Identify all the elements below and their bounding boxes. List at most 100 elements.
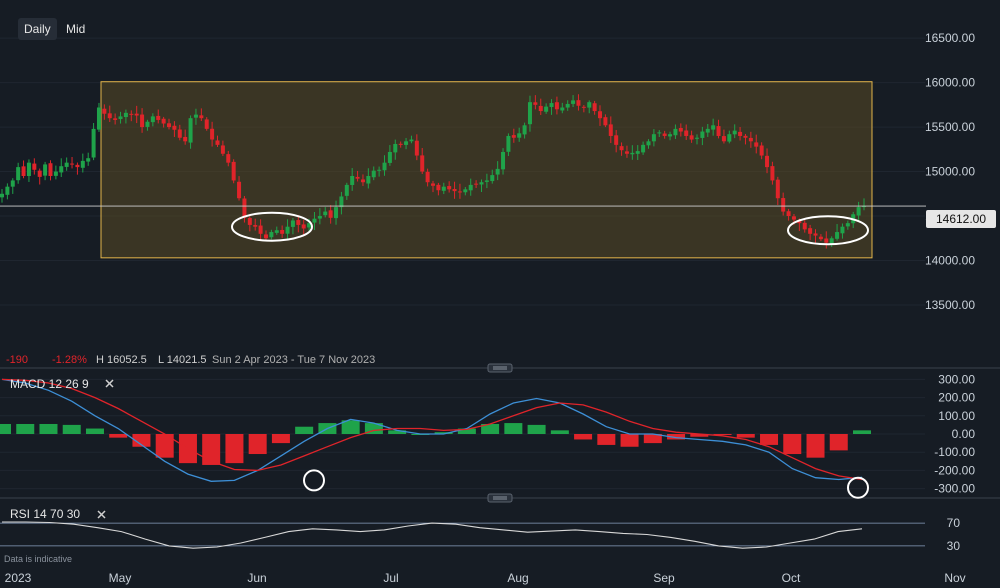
candle [253, 218, 258, 231]
resize-handle-rsi[interactable] [487, 493, 513, 503]
candle [177, 124, 182, 141]
candle [355, 170, 360, 182]
candle [635, 145, 640, 161]
candle [775, 176, 780, 205]
candle [474, 180, 479, 188]
price-tick-label: 14000.00 [925, 253, 975, 267]
candle [398, 141, 403, 148]
candle [490, 169, 495, 184]
macd-hist-bar [155, 434, 174, 458]
candle [350, 168, 355, 191]
macd-hist-bar [667, 434, 686, 440]
macd-close-icon[interactable] [105, 379, 114, 388]
macd-hist-bar [364, 423, 383, 434]
summary-change: -190 [6, 354, 28, 366]
candle [32, 158, 37, 175]
price-type-button[interactable]: Mid [66, 22, 86, 36]
candle [657, 130, 662, 137]
candle [183, 129, 188, 145]
rsi-title: RSI 14 70 30 [10, 507, 80, 521]
candle [678, 123, 683, 137]
candle [226, 150, 231, 167]
candle [129, 110, 134, 122]
candle [371, 166, 376, 181]
candle [102, 104, 107, 120]
candle [533, 95, 538, 110]
price-tick-label: 16500.00 [925, 31, 975, 45]
candle [48, 160, 53, 181]
macd-hist-bar [248, 434, 267, 455]
macd-highlight-circle [303, 469, 325, 492]
candle [75, 162, 80, 175]
candle [754, 134, 759, 154]
candle [107, 105, 112, 122]
candle [668, 131, 673, 141]
price-tag-text: 14612.00 [936, 212, 986, 226]
candle [382, 155, 387, 176]
macd-hist-bar [527, 424, 546, 434]
timeframe-button[interactable]: Daily [18, 18, 57, 40]
candle [673, 124, 678, 139]
candle [527, 95, 532, 132]
candle [694, 134, 699, 145]
time-tick-label: Aug [507, 571, 528, 585]
candle [581, 105, 586, 113]
price-tick-label: 15500.00 [925, 120, 975, 134]
candle [156, 109, 161, 124]
candle [641, 141, 646, 155]
candle [231, 159, 236, 184]
candle [431, 180, 435, 193]
candle [765, 148, 770, 174]
macd-hist-bar [806, 434, 825, 458]
candle [684, 124, 689, 140]
candle [366, 168, 371, 189]
summary-change-pct: -1.28% [52, 354, 87, 366]
candle [571, 95, 576, 108]
macd-hist-bar [85, 428, 104, 434]
candle [220, 140, 225, 156]
time-tick-label: May [109, 571, 132, 585]
candle [387, 145, 392, 166]
candle [479, 179, 484, 192]
macd-hist-bar [713, 434, 732, 435]
macd-hist-bar [132, 434, 151, 447]
candle [123, 109, 128, 124]
resize-handle-macd[interactable] [487, 363, 513, 373]
candle [441, 182, 446, 195]
time-tick-label: Oct [782, 571, 801, 585]
macd-tick-label: 300.00 [938, 372, 975, 386]
candle [743, 133, 748, 145]
candle [522, 122, 527, 139]
macd-axis: 300.00 200.00 100.00 0.00 -100.00 -200.00 -300… [934, 372, 975, 495]
macd-hist-bar [550, 430, 569, 434]
candle [420, 148, 425, 174]
candle [651, 129, 656, 147]
candle [856, 201, 861, 222]
candle [495, 161, 500, 181]
candle [554, 96, 559, 115]
candle [215, 135, 220, 147]
candle [721, 129, 726, 144]
macd-tick-label: 0.00 [952, 427, 976, 441]
candle [840, 223, 845, 239]
macd-hist-bar [341, 420, 360, 434]
candle [662, 130, 667, 139]
candle [835, 224, 840, 241]
rsi-line [2, 521, 863, 549]
candle [323, 207, 328, 218]
candle [813, 229, 818, 243]
candle [193, 108, 198, 125]
candle [269, 229, 274, 240]
macd-highlight-circle [847, 476, 869, 499]
candle [86, 152, 91, 166]
candle [759, 142, 764, 160]
candle [328, 205, 333, 224]
candle [317, 208, 322, 225]
candle [80, 153, 85, 173]
candle [608, 116, 613, 144]
macd-histogram [0, 420, 871, 465]
candle [587, 100, 592, 114]
rsi-close-icon[interactable] [97, 510, 106, 519]
macd-hist-bar [434, 432, 453, 434]
candle [447, 181, 452, 193]
